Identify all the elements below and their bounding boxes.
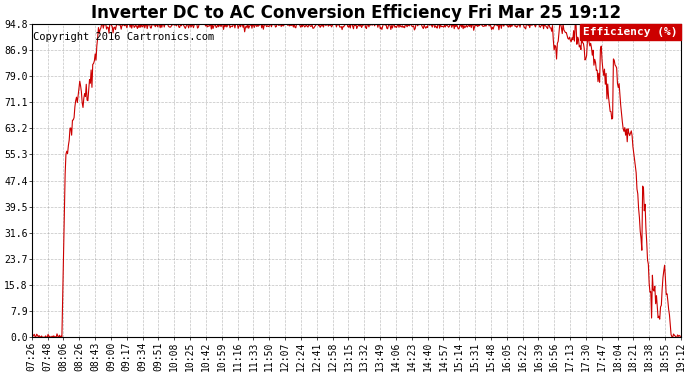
Text: Copyright 2016 Cartronics.com: Copyright 2016 Cartronics.com — [33, 32, 215, 42]
Title: Inverter DC to AC Conversion Efficiency Fri Mar 25 19:12: Inverter DC to AC Conversion Efficiency … — [91, 4, 622, 22]
Text: Efficiency (%): Efficiency (%) — [583, 27, 678, 37]
